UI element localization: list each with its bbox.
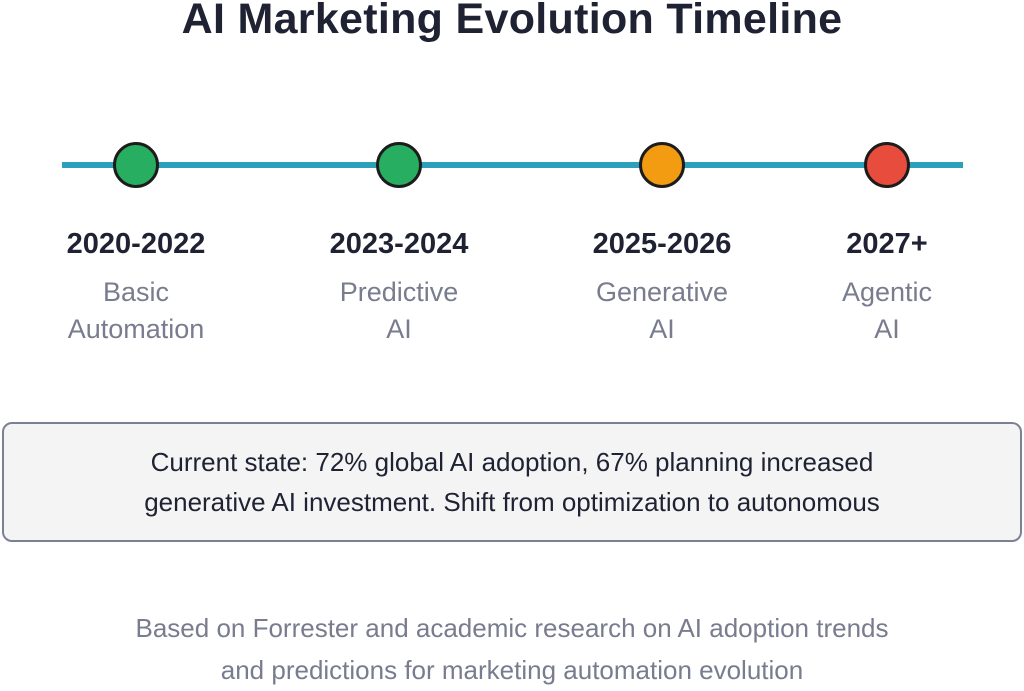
period-label-line: AI	[874, 314, 900, 344]
current-state-line: generative AI investment. Shift from opt…	[144, 487, 880, 517]
timeline-period-2023-2024: 2023-2024 Predictive AI	[289, 222, 509, 348]
timeline-line	[62, 162, 963, 168]
timeline-period-2027-plus: 2027+ Agentic AI	[777, 222, 997, 348]
current-state-box: Current state: 72% global AI adoption, 6…	[2, 422, 1022, 542]
period-label: Generative AI	[552, 274, 772, 348]
page-title: AI Marketing Evolution Timeline	[181, 0, 843, 43]
period-years: 2025-2026	[592, 228, 732, 260]
period-label-line: AI	[386, 314, 412, 344]
period-label-line: Agentic	[841, 277, 933, 307]
footnote-line: and predictions for marketing automation…	[220, 655, 804, 685]
period-label-line: Basic	[102, 277, 170, 307]
current-state-line: Current state: 72% global AI adoption, 6…	[150, 447, 874, 477]
current-state-text: Current state: 72% global AI adoption, 6…	[144, 442, 880, 522]
period-years: 2020-2022	[66, 228, 206, 260]
period-label-line: Automation	[67, 314, 205, 344]
period-label-line: Generative	[595, 277, 729, 307]
timeline-marker-2020-2022	[113, 142, 159, 188]
timeline-period-2025-2026: 2025-2026 Generative AI	[552, 222, 772, 348]
timeline-marker-2023-2024	[376, 142, 422, 188]
period-label: Predictive AI	[289, 274, 509, 348]
period-label: Basic Automation	[26, 274, 246, 348]
period-label: Agentic AI	[777, 274, 997, 348]
period-years: 2027+	[846, 228, 928, 260]
timeline-marker-2027-plus	[864, 142, 910, 188]
source-footnote: Based on Forrester and academic research…	[0, 607, 1024, 691]
period-label-line: Predictive	[339, 277, 459, 307]
period-years: 2023-2024	[329, 228, 469, 260]
period-label-line: AI	[649, 314, 675, 344]
timeline-marker-2025-2026	[639, 142, 685, 188]
footnote-line: Based on Forrester and academic research…	[135, 613, 889, 643]
timeline-period-2020-2022: 2020-2022 Basic Automation	[26, 222, 246, 348]
